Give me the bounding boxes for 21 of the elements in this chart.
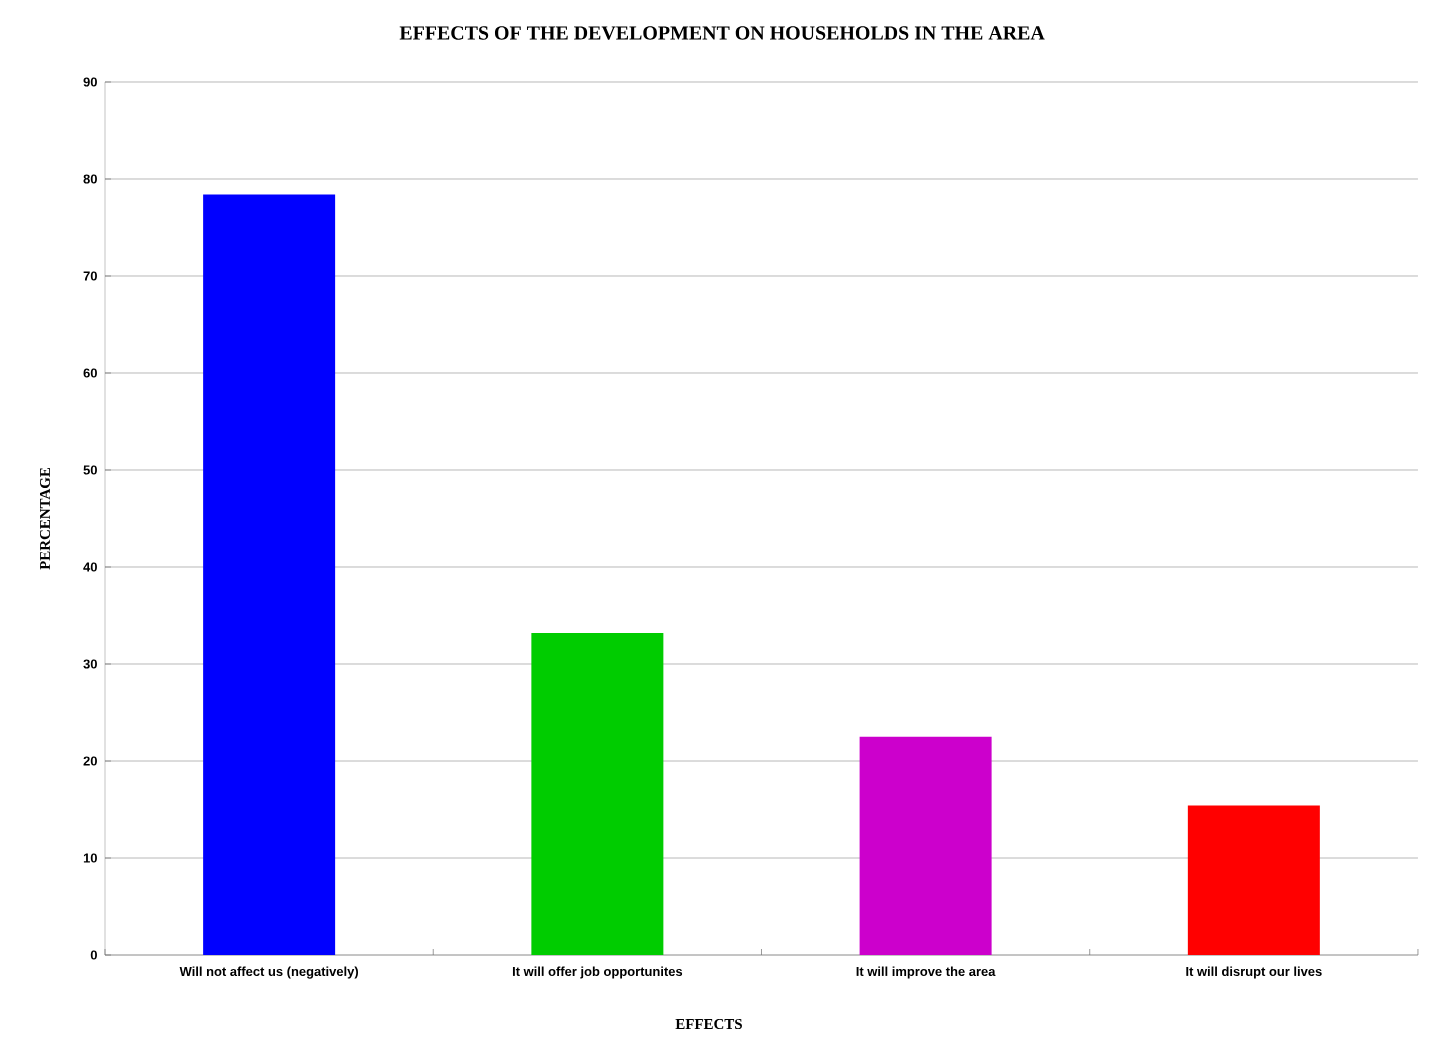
y-tick-label: 80 [83,174,97,184]
bar [203,194,336,955]
x-tick-label: It will disrupt our lives [1186,966,1322,979]
y-tick-label: 50 [83,465,97,475]
chart-title: EFFECTS OF THE DEVELOPMENT ON HOUSEHOLDS IN THE AREA [399,26,1045,40]
y-tick-label: 30 [83,659,97,669]
y-tick-label: 40 [83,562,97,572]
bar [1187,805,1320,955]
x-tick-label: Will not affect us (negatively) [179,966,359,979]
x-axis-title: EFFECTS [675,1018,742,1030]
x-tick-label: It will offer job opportunites [512,966,683,979]
y-tick-label: 90 [83,77,97,87]
y-tick-label: 0 [90,950,97,960]
bar [859,736,992,955]
x-tick-label: It will improve the area [856,966,996,979]
y-tick-label: 20 [83,756,97,766]
y-tick-label: 70 [83,271,97,281]
y-tick-label: 60 [83,368,97,378]
y-axis-title: PERCENTAGE [39,467,51,570]
y-tick-label: 10 [83,853,97,863]
bar [531,632,664,955]
